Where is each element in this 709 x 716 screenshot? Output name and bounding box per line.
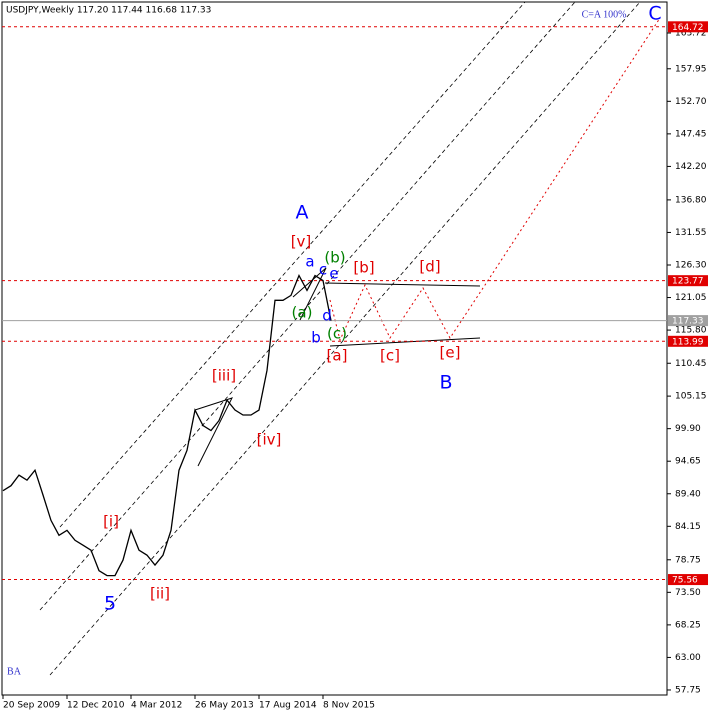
wave-label: (b) xyxy=(324,249,345,267)
x-tick-label: 26 May 2013 xyxy=(195,701,254,711)
wave-label: [i] xyxy=(103,513,119,531)
y-tick-label: 163.72 xyxy=(675,28,707,38)
y-tick-label: 121.05 xyxy=(675,293,707,303)
y-tick-label: 68.25 xyxy=(675,620,701,630)
wave-label: a xyxy=(305,253,314,271)
x-tick-label: 12 Dec 2010 xyxy=(67,701,125,711)
y-tick-label: 105.15 xyxy=(675,392,707,402)
level-box xyxy=(668,275,708,287)
triangle-a xyxy=(292,267,327,321)
wave-label: [v] xyxy=(291,233,312,251)
triangle-iii xyxy=(194,397,233,467)
level-box xyxy=(668,21,708,33)
wave-label: (c) xyxy=(327,325,347,343)
x-tick-label: 20 Sep 2009 xyxy=(3,701,60,711)
wave-label: C xyxy=(648,3,661,25)
level-label: 164.72 xyxy=(672,23,704,33)
chart-title: USDJPY,Weekly 117.20 117.44 116.68 117.3… xyxy=(6,6,211,16)
wave-label: b xyxy=(311,329,321,347)
wave-label: d xyxy=(322,307,332,325)
price-line xyxy=(2,274,332,577)
y-tick-label: 78.75 xyxy=(675,555,701,565)
wave-label: [a] xyxy=(327,347,348,365)
y-tick-label: 73.50 xyxy=(675,588,701,598)
wave-label: BA xyxy=(7,666,22,677)
level-label: 117.33 xyxy=(672,317,704,327)
channel-lower xyxy=(49,1,641,676)
x-tick-label: 17 Aug 2014 xyxy=(259,701,317,711)
y-tick-label: 94.65 xyxy=(675,457,701,467)
wave-label: A xyxy=(296,202,309,224)
channel-middle xyxy=(39,1,576,611)
wave-label: 5 xyxy=(104,593,116,615)
y-tick-label: 142.20 xyxy=(675,162,707,172)
y-tick-label: 147.45 xyxy=(675,129,707,139)
wave-label: [iii] xyxy=(212,367,236,385)
y-tick-label: 99.90 xyxy=(675,424,701,434)
level-label: 123.77 xyxy=(672,277,704,287)
level-label: 113.99 xyxy=(672,337,704,347)
y-tick-label: 89.40 xyxy=(675,489,701,499)
level-box xyxy=(668,574,708,586)
level-box xyxy=(668,335,708,347)
y-tick-label: 152.70 xyxy=(675,97,707,107)
channel-lines xyxy=(39,1,641,676)
x-tick-label: 8 Nov 2015 xyxy=(323,701,375,711)
y-tick-label: 57.75 xyxy=(675,685,701,695)
wave-label: [iv] xyxy=(257,431,282,449)
wave-label: [d] xyxy=(419,258,440,276)
level-label: 75.56 xyxy=(672,576,698,586)
y-tick-label: 131.55 xyxy=(675,228,707,238)
y-tick-label: 126.30 xyxy=(675,260,707,270)
y-tick-label: 157.95 xyxy=(675,64,707,74)
triangle-bottom xyxy=(329,337,481,347)
y-tick-label: 115.80 xyxy=(675,326,707,336)
channel-upper xyxy=(59,1,526,528)
y-tick-label: 136.80 xyxy=(675,195,707,205)
wave-label: [b] xyxy=(353,259,374,277)
y-tick-label: 84.15 xyxy=(675,522,701,532)
y-tick-label: 63.00 xyxy=(675,653,701,663)
wave-label: [c] xyxy=(380,347,400,365)
wave-label: [ii] xyxy=(150,585,170,603)
triangle-lines xyxy=(194,267,481,467)
wave-label: c xyxy=(319,261,327,279)
y-tick-label: 110.45 xyxy=(675,359,707,369)
triangle-top xyxy=(324,282,481,287)
level-box xyxy=(668,315,708,327)
wave-label: C=A 100% xyxy=(582,9,627,20)
projection-path xyxy=(329,17,661,342)
wave-label: B xyxy=(439,372,452,394)
wave-label: e xyxy=(329,265,338,283)
wave-label: [e] xyxy=(440,344,461,362)
x-tick-label: 4 Mar 2012 xyxy=(131,701,182,711)
wave-label: (a) xyxy=(292,304,313,322)
